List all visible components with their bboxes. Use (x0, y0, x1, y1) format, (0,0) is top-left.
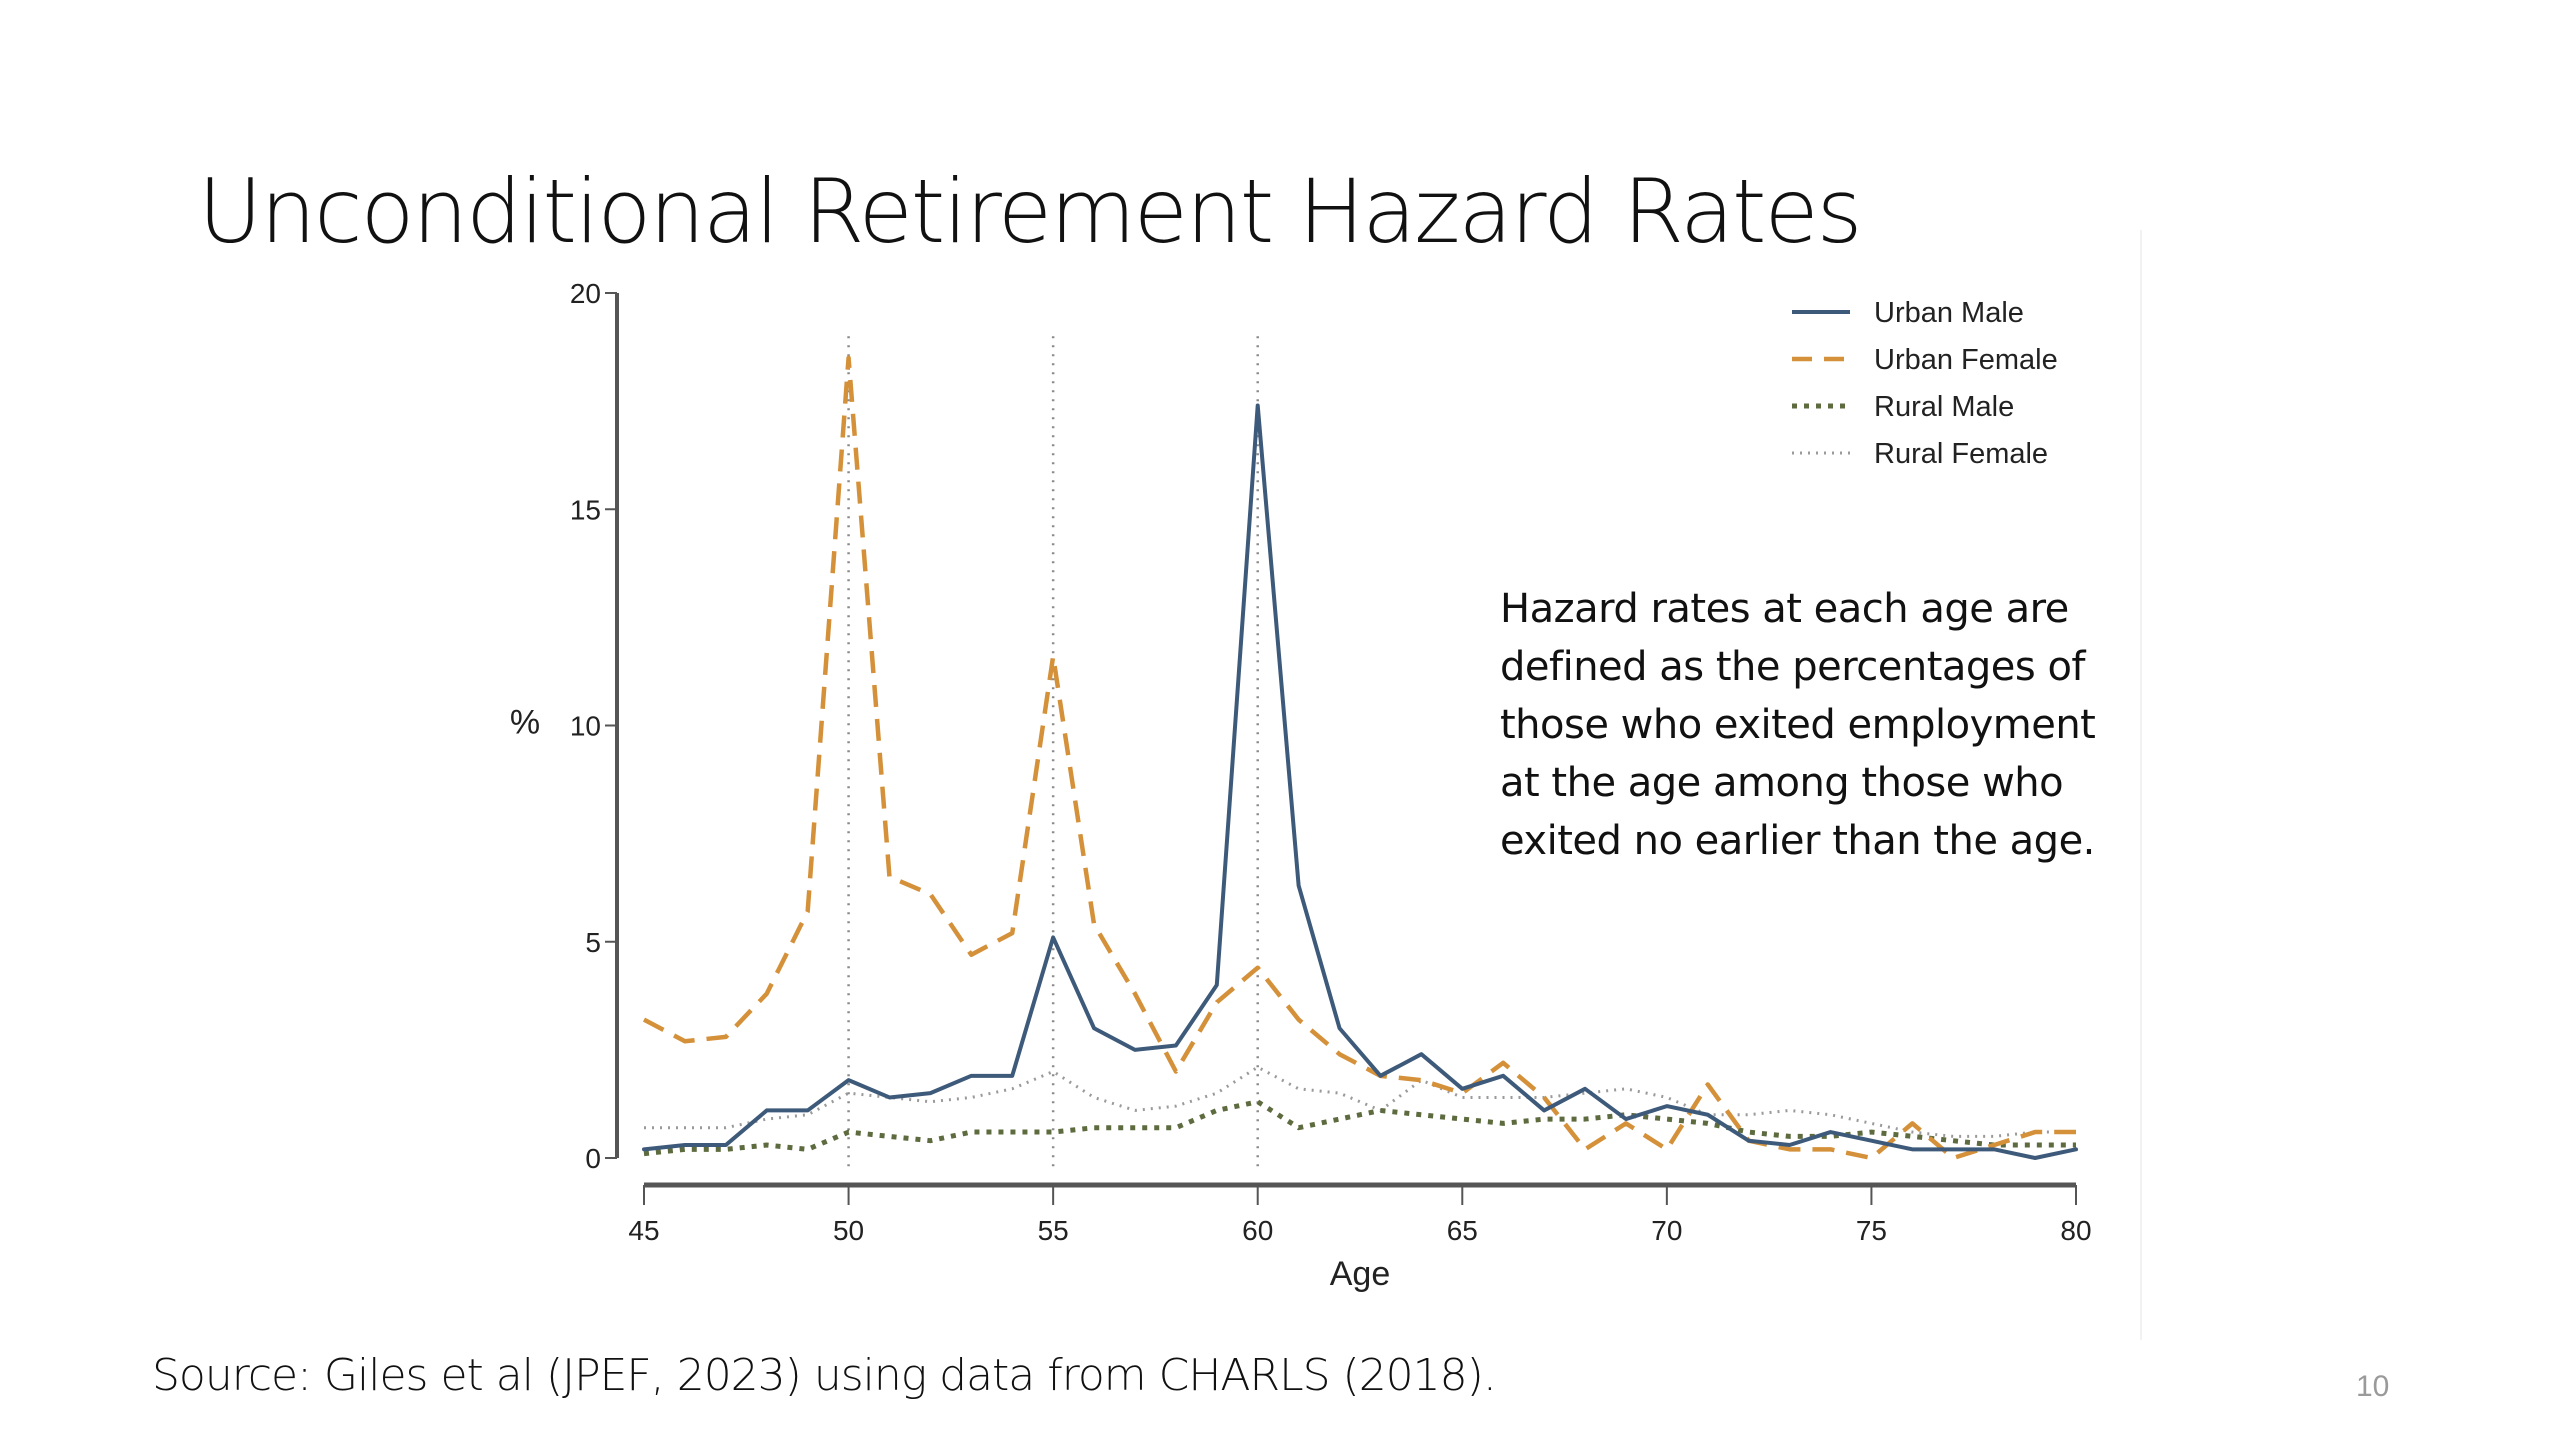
y-tick-label: 5 (585, 927, 601, 958)
note-line: those who exited employment (1500, 702, 2096, 748)
legend-label: Urban Male (1874, 297, 2024, 329)
note-line: defined as the percentages of (1500, 644, 2086, 690)
note-line: exited no earlier than the age. (1500, 818, 2095, 864)
definition-note: Hazard rates at each age are defined as … (1500, 580, 2160, 870)
series-line-urban-male (642, 403, 2078, 1160)
y-tick-label: 0 (585, 1143, 601, 1174)
y-axis-title: % (510, 704, 540, 742)
axes: 0 5 10 15 20% 45 50 55 60 65 70 75 80 Age (510, 278, 2092, 1293)
reference-lines (847, 336, 1259, 1168)
page-number: 10 (2356, 1370, 2390, 1403)
x-tick-label: 50 (833, 1215, 864, 1246)
x-tick-label: 80 (2060, 1215, 2091, 1246)
y-tick-label: 15 (570, 494, 601, 525)
x-tick-label: 55 (1038, 1215, 1069, 1246)
series-line-urban-female (642, 355, 2076, 1161)
x-axis-title: Age (1330, 1255, 1391, 1293)
x-tick-label: 70 (1651, 1215, 1682, 1246)
y-tick-label: 10 (570, 711, 601, 742)
slide-divider (2140, 230, 2142, 1340)
legend-label: Urban Female (1874, 344, 2058, 376)
slide-title: Unconditional Retirement Hazard Rates (198, 160, 1862, 263)
series-lines (642, 355, 2078, 1161)
source-citation: Source: Giles et al (JPEF, 2023) using d… (152, 1350, 1497, 1401)
x-tick-label: 45 (628, 1215, 659, 1246)
x-tick-label: 65 (1447, 1215, 1478, 1246)
legend-label: Rural Male (1874, 391, 2014, 423)
y-tick-label: 20 (570, 278, 601, 309)
legend-label: Rural Female (1874, 438, 2048, 470)
note-line: at the age among those who (1500, 760, 2064, 806)
note-line: Hazard rates at each age are (1500, 586, 2069, 632)
series-line-rural-male (643, 1099, 2076, 1157)
x-tick-label: 60 (1242, 1215, 1273, 1246)
series-line-rural-female (644, 1065, 2076, 1138)
legend: Urban Male Urban Female Rural Male Rural Fe… (1792, 297, 2058, 470)
x-tick-label: 75 (1856, 1215, 1887, 1246)
